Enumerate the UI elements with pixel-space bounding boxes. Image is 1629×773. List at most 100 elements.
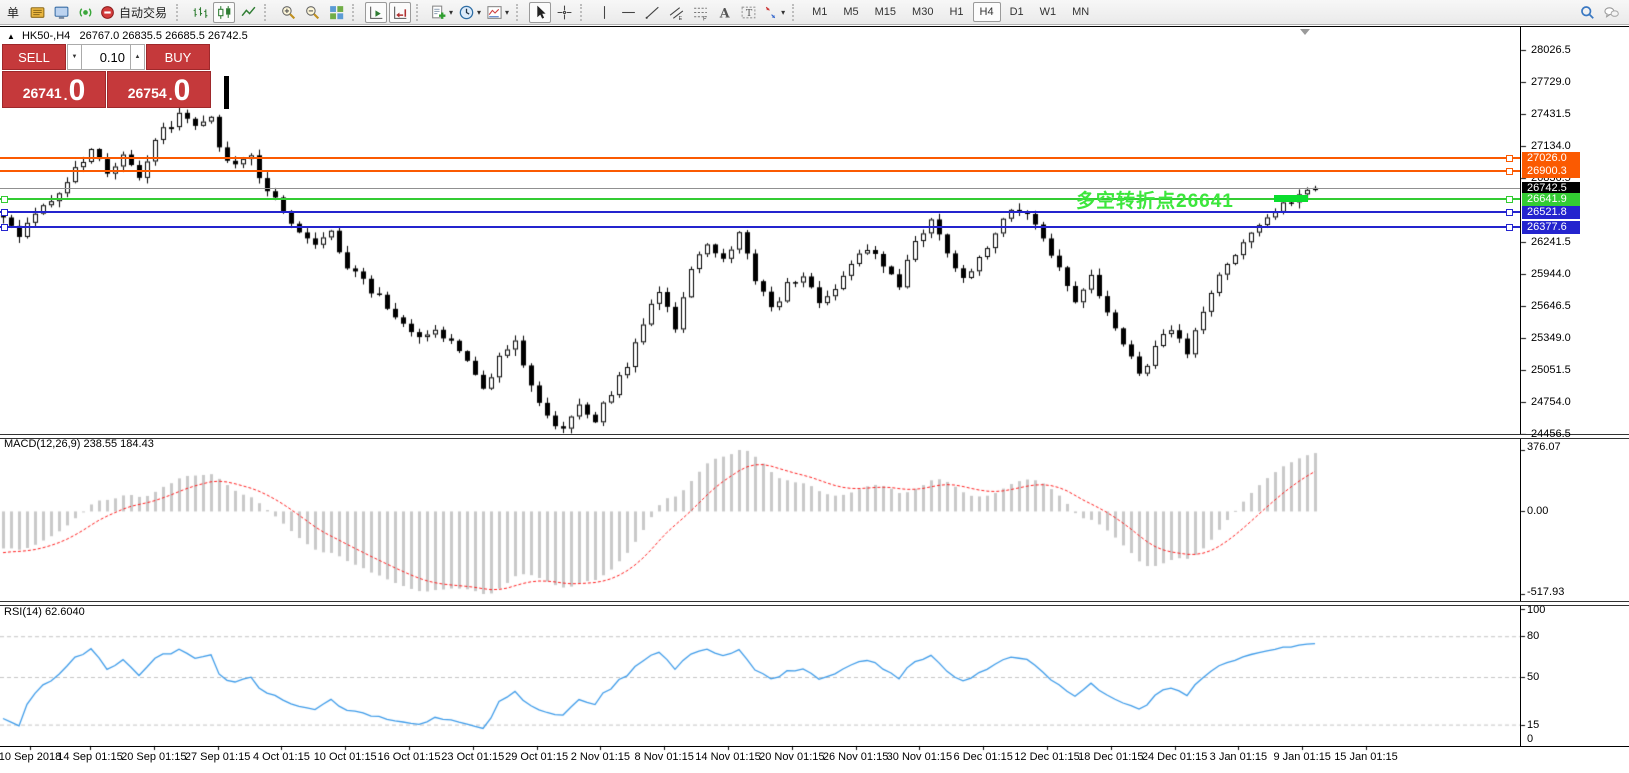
timeframe-w1[interactable]: W1 bbox=[1039, 6, 1057, 18]
auto-scroll-button[interactable] bbox=[365, 1, 388, 23]
periods-button[interactable]: ▾ bbox=[457, 2, 483, 23]
search-button[interactable] bbox=[1576, 2, 1598, 23]
toolbar-right bbox=[1575, 2, 1623, 23]
x-axis-label: 16 Oct 01:15 bbox=[377, 751, 441, 763]
autotrading-button[interactable]: 自动交易 bbox=[98, 2, 171, 23]
chart-shift-button[interactable] bbox=[389, 1, 412, 23]
horizontal-line-26641.9[interactable] bbox=[0, 197, 1521, 200]
sell-price-display[interactable]: 26741 . 0 bbox=[2, 71, 106, 108]
timeframe-d1[interactable]: D1 bbox=[1009, 6, 1024, 18]
rsi-scale-min: 0 bbox=[1527, 733, 1534, 745]
autotrading-button-label: 自动交易 bbox=[119, 5, 168, 20]
x-axis-label: 3 Jan 01:15 bbox=[1209, 751, 1268, 763]
search-icon bbox=[1579, 4, 1596, 21]
dropdown-caret-icon[interactable]: ▾ bbox=[449, 7, 454, 17]
timeframe-m30[interactable]: M30 bbox=[912, 6, 934, 18]
price-tag-26641.9: 26641.9 bbox=[1522, 192, 1580, 206]
x-axis-label: 9 Jan 01:15 bbox=[1273, 751, 1331, 763]
timeframe-m15[interactable]: M15 bbox=[874, 6, 897, 18]
line-handle-right[interactable] bbox=[1506, 195, 1513, 203]
sell-button[interactable]: SELL bbox=[2, 44, 66, 70]
buy-button[interactable]: BUY bbox=[146, 44, 210, 70]
channel-button[interactable]: E bbox=[665, 2, 687, 23]
community-button[interactable] bbox=[1600, 2, 1622, 23]
chart-shift-icon bbox=[392, 4, 409, 21]
text-label-icon: T bbox=[740, 4, 757, 21]
line-handle-left[interactable] bbox=[1, 208, 8, 216]
signals-button[interactable] bbox=[74, 2, 96, 23]
y-axis-tick-label: 24456.5 bbox=[1531, 428, 1571, 440]
line-handle-right[interactable] bbox=[1506, 208, 1513, 216]
text-label-button[interactable]: T bbox=[737, 2, 759, 23]
zoom-in-icon bbox=[280, 4, 297, 21]
dropdown-caret-icon[interactable]: ▾ bbox=[505, 7, 510, 17]
current-price-line bbox=[0, 187, 1521, 189]
signals-icon bbox=[77, 4, 94, 21]
one-click-trading-panel: SELL ▼ ▲ BUY 26741 . 0 26754 . 0 bbox=[2, 44, 212, 108]
macd-scale-max: 376.07 bbox=[1527, 441, 1561, 453]
chart-annotation-text[interactable]: 多空转折点26641 bbox=[1076, 191, 1234, 212]
market-watch-button[interactable] bbox=[26, 2, 48, 23]
buy-price-display[interactable]: 26754 . 0 bbox=[107, 71, 211, 108]
x-axis-label: 18 Dec 01:15 bbox=[1078, 751, 1144, 763]
zoom-in-button[interactable] bbox=[277, 2, 299, 23]
fibo-icon: F bbox=[692, 4, 709, 21]
dropdown-caret-icon[interactable]: ▾ bbox=[781, 7, 786, 17]
line-bold-segment[interactable] bbox=[1274, 194, 1308, 202]
candlestick-chart-button[interactable] bbox=[213, 1, 236, 23]
horizontal-line-27026.0[interactable] bbox=[0, 156, 1521, 159]
horizontal-line-26900.3[interactable] bbox=[0, 170, 1521, 173]
time-axis-line bbox=[0, 746, 1629, 747]
bars-icon bbox=[192, 4, 209, 21]
x-axis-label: 30 Nov 01:15 bbox=[886, 751, 953, 763]
zoom-out-button[interactable] bbox=[301, 2, 323, 23]
indicators-icon bbox=[430, 4, 447, 21]
timeframe-h1[interactable]: H1 bbox=[949, 6, 964, 18]
x-axis-label: 12 Dec 01:15 bbox=[1014, 751, 1080, 763]
crosshair-button[interactable] bbox=[553, 2, 575, 23]
timeframe-m1[interactable]: M1 bbox=[812, 6, 828, 18]
templates-button[interactable]: ▾ bbox=[485, 2, 511, 23]
text-button[interactable]: A bbox=[713, 2, 735, 23]
collapse-panel-icon[interactable]: ▲ bbox=[7, 32, 15, 41]
horizontal-line-26377.6[interactable] bbox=[0, 226, 1521, 229]
timeframe-h4[interactable]: H4 bbox=[972, 2, 1001, 22]
tile-icon bbox=[328, 4, 345, 21]
tile-windows-button[interactable] bbox=[325, 2, 347, 23]
volume-decrease-button[interactable]: ▼ bbox=[67, 44, 82, 70]
arrows-button[interactable]: ▾ bbox=[761, 2, 787, 23]
line-handle-left[interactable] bbox=[1, 224, 8, 232]
x-axis-label: 26 Nov 01:15 bbox=[822, 751, 889, 763]
autotrading-icon bbox=[99, 4, 116, 21]
horizontal-line-button[interactable] bbox=[617, 2, 639, 23]
indicators-button[interactable]: ▾ bbox=[429, 2, 455, 23]
volume-increase-button[interactable]: ▲ bbox=[130, 44, 145, 70]
horizontal-line-26521.8[interactable] bbox=[0, 210, 1521, 213]
vertical-marker-bar bbox=[224, 76, 229, 109]
timeframe-mn[interactable]: MN bbox=[1072, 6, 1090, 18]
navigator-button[interactable] bbox=[50, 2, 72, 23]
line-handle-right[interactable] bbox=[1506, 168, 1513, 176]
dropdown-caret-icon[interactable]: ▾ bbox=[477, 7, 482, 17]
trendline-button[interactable] bbox=[641, 2, 663, 23]
cursor-button[interactable] bbox=[529, 1, 552, 23]
bar-chart-button[interactable] bbox=[189, 2, 211, 23]
volume-input[interactable] bbox=[82, 44, 130, 70]
crosshair-icon bbox=[556, 4, 573, 21]
line-chart-button[interactable] bbox=[237, 2, 259, 23]
vertical-line-button[interactable] bbox=[593, 2, 615, 23]
pane-separator-rsi[interactable] bbox=[0, 601, 1629, 606]
price-axis-line bbox=[1520, 26, 1521, 747]
line-handle-right[interactable] bbox=[1506, 154, 1513, 162]
fibonacci-button[interactable]: F bbox=[689, 2, 711, 23]
chart-shift-marker-icon[interactable] bbox=[1300, 29, 1310, 35]
pane-separator-macd[interactable] bbox=[0, 434, 1629, 439]
y-axis-tick-label: 25051.5 bbox=[1531, 364, 1571, 376]
timeframe-m5[interactable]: M5 bbox=[843, 6, 859, 18]
line-handle-right[interactable] bbox=[1506, 224, 1513, 232]
new-order-button[interactable]: 单 bbox=[2, 2, 24, 23]
y-axis-tick-label: 27134.0 bbox=[1531, 140, 1571, 152]
line-handle-left[interactable] bbox=[1, 195, 8, 203]
line-icon bbox=[240, 4, 257, 21]
